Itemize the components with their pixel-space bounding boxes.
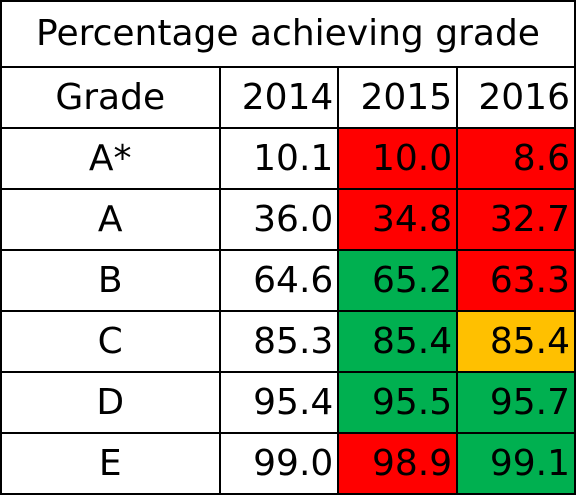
value-cell-2014: 95.4 <box>218 371 340 434</box>
value-cell-2015: 95.5 <box>337 371 459 434</box>
value-cell-2016: 95.7 <box>456 371 576 434</box>
value-cell-2016: 63.3 <box>456 249 576 312</box>
value-cell-2016: 85.4 <box>456 310 576 373</box>
value-cell-2015: 85.4 <box>337 310 459 373</box>
value-cell-2015: 10.0 <box>337 127 459 190</box>
table-title: Percentage achieving grade <box>0 0 576 68</box>
value-cell-2016: 8.6 <box>456 127 576 190</box>
value-cell-2015: 65.2 <box>337 249 459 312</box>
value-cell-2014: 64.6 <box>218 249 340 312</box>
grade-cell: A <box>0 188 221 251</box>
grade-cell: A* <box>0 127 221 190</box>
value-cell-2015: 98.9 <box>337 432 459 495</box>
title-row: Percentage achieving grade <box>0 0 576 68</box>
value-cell-2014: 99.0 <box>218 432 340 495</box>
grade-cell: D <box>0 371 221 434</box>
table-row: C 85.3 85.4 85.4 <box>0 310 576 373</box>
header-row: Grade 2014 2015 2016 <box>0 66 576 129</box>
value-cell-2015: 34.8 <box>337 188 459 251</box>
table-row: E 99.0 98.9 99.1 <box>0 432 576 495</box>
table-row: D 95.4 95.5 95.7 <box>0 371 576 434</box>
grade-cell: C <box>0 310 221 373</box>
value-cell-2014: 10.1 <box>218 127 340 190</box>
grade-cell: E <box>0 432 221 495</box>
column-header-2014: 2014 <box>218 66 340 129</box>
table-row: A* 10.1 10.0 8.6 <box>0 127 576 190</box>
value-cell-2014: 36.0 <box>218 188 340 251</box>
table-row: A 36.0 34.8 32.7 <box>0 188 576 251</box>
column-header-2015: 2015 <box>337 66 459 129</box>
column-header-grade: Grade <box>0 66 221 129</box>
value-cell-2016: 99.1 <box>456 432 576 495</box>
table-row: B 64.6 65.2 63.3 <box>0 249 576 312</box>
column-header-2016: 2016 <box>456 66 576 129</box>
grade-cell: B <box>0 249 221 312</box>
value-cell-2014: 85.3 <box>218 310 340 373</box>
value-cell-2016: 32.7 <box>456 188 576 251</box>
